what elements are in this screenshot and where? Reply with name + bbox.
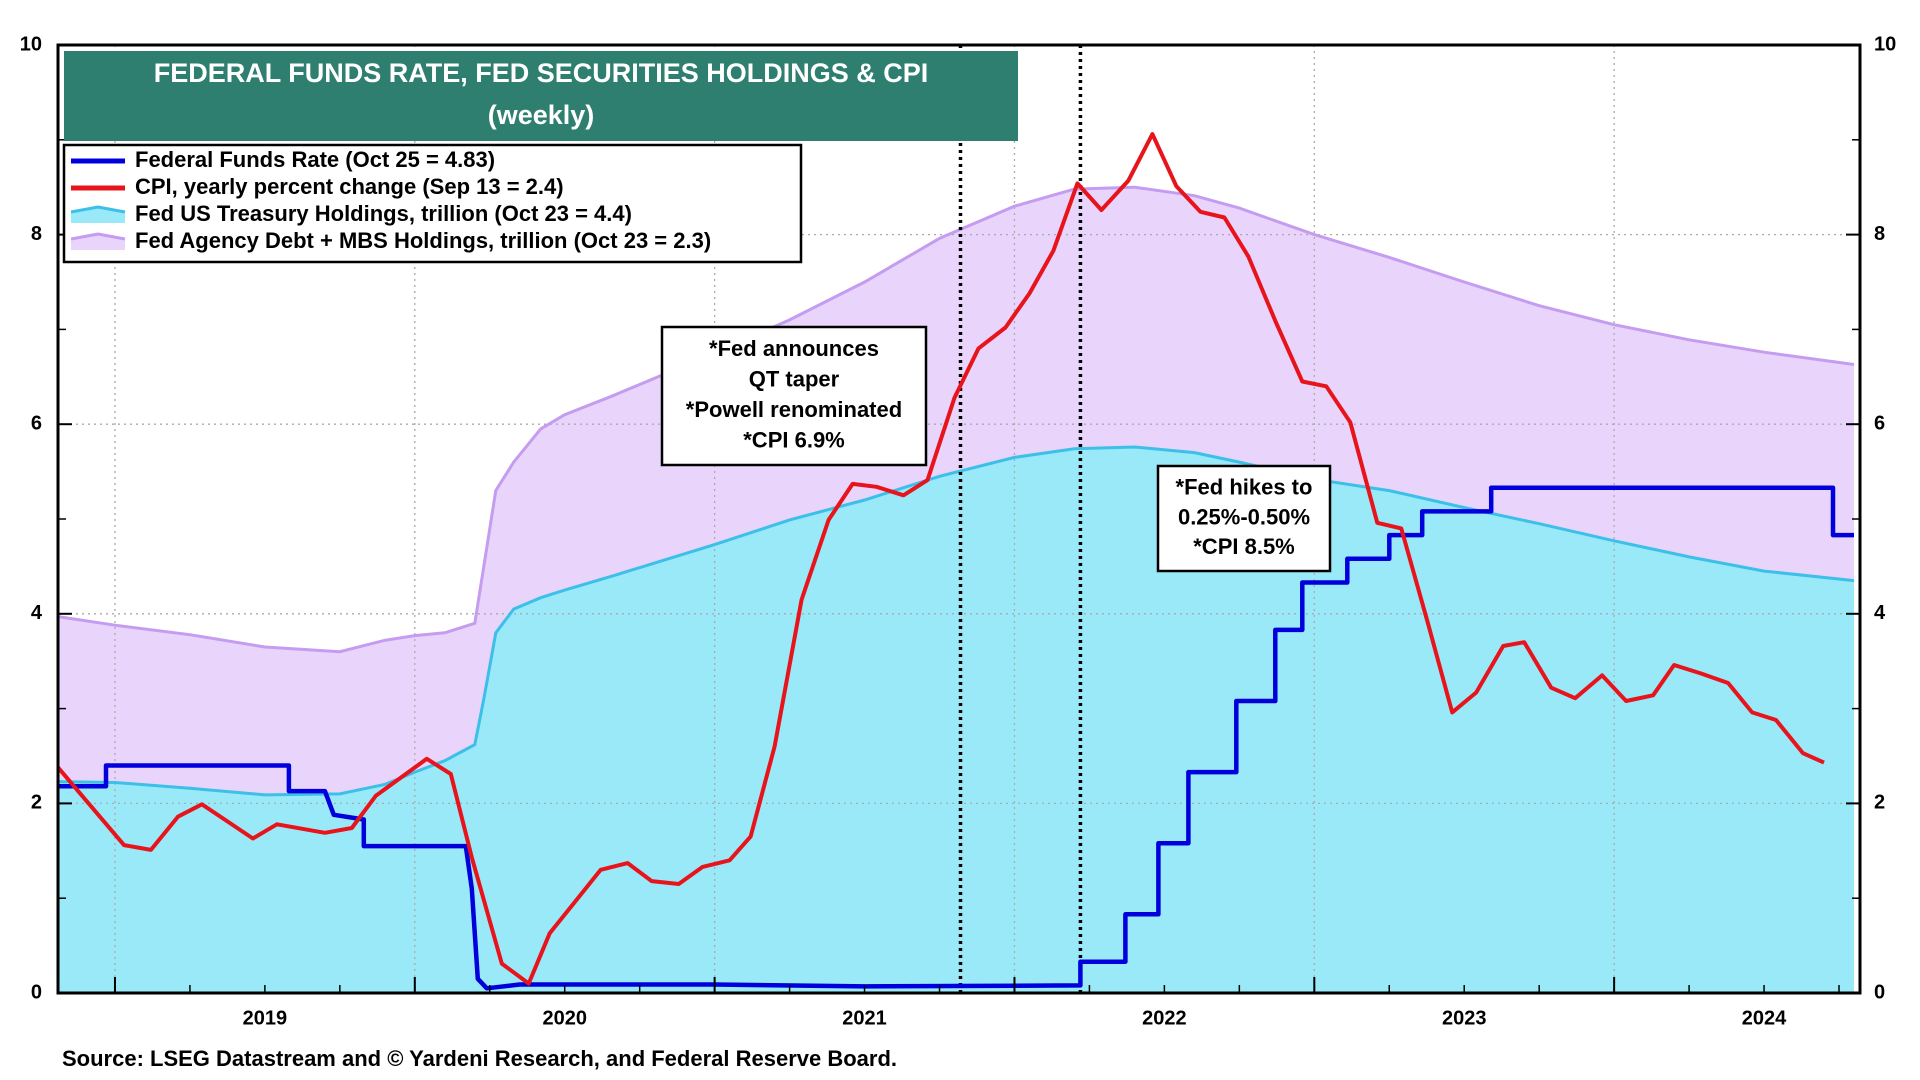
legend-label: Fed Agency Debt + MBS Holdings, trillion…	[135, 228, 711, 253]
y-tick-label: 6	[31, 412, 42, 434]
y2-tick-label: 0	[1874, 981, 1885, 1003]
annotation-text: *Fed announces	[709, 336, 879, 361]
y2-tick-label: 6	[1874, 412, 1885, 434]
x-tick-label: 2023	[1442, 1007, 1487, 1029]
annotation-text: 0.25%-0.50%	[1178, 504, 1310, 529]
x-tick-label: 2020	[542, 1007, 587, 1029]
annotation-text: *Fed hikes to	[1176, 475, 1313, 500]
y2-tick-label: 8	[1874, 223, 1885, 245]
annotation-text: *CPI 6.9%	[743, 428, 845, 453]
series-line	[56, 132, 1825, 986]
area-fill	[58, 447, 1854, 993]
y-tick-label: 2	[31, 792, 42, 814]
series-line	[58, 485, 1854, 991]
x-tick-label: 2021	[842, 1007, 887, 1029]
legend-box	[62, 143, 803, 264]
x-tick-label: 2019	[243, 1007, 288, 1029]
source-note: Source: LSEG Datastream and © Yardeni Re…	[62, 1046, 897, 1071]
y2-tick-label: 2	[1874, 792, 1885, 814]
legend-swatch	[70, 232, 126, 241]
chart-title: FEDERAL FUNDS RATE, FED SECURITIES HOLDI…	[154, 58, 929, 88]
annotation-box	[660, 325, 928, 467]
x-tick-label: 2024	[1742, 1007, 1787, 1029]
y-tick-label: 8	[31, 223, 42, 245]
chart-subtitle: (weekly)	[488, 100, 595, 130]
y-tick-label: 0	[31, 981, 42, 1003]
legend-swatch	[70, 205, 126, 214]
annotation-text: *Powell renominated	[686, 397, 902, 422]
x-tick-label: 2022	[1142, 1007, 1187, 1029]
y2-tick-label: 10	[1874, 33, 1896, 55]
y2-tick-label: 4	[1874, 602, 1886, 624]
annotation-text: *CPI 8.5%	[1193, 534, 1295, 559]
annotation-text: QT taper	[749, 367, 840, 392]
legend-label: Federal Funds Rate (Oct 25 = 4.83)	[135, 147, 495, 172]
area-fill	[58, 187, 1854, 795]
legend-label: Fed US Treasury Holdings, trillion (Oct …	[135, 201, 632, 226]
y-tick-label: 4	[31, 602, 43, 624]
y-tick-label: 10	[20, 33, 42, 55]
title-bar	[64, 51, 1018, 141]
legend-label: CPI, yearly percent change (Sep 13 = 2.4…	[135, 174, 564, 199]
area-line	[57, 445, 1855, 797]
annotation-box	[1156, 464, 1332, 573]
